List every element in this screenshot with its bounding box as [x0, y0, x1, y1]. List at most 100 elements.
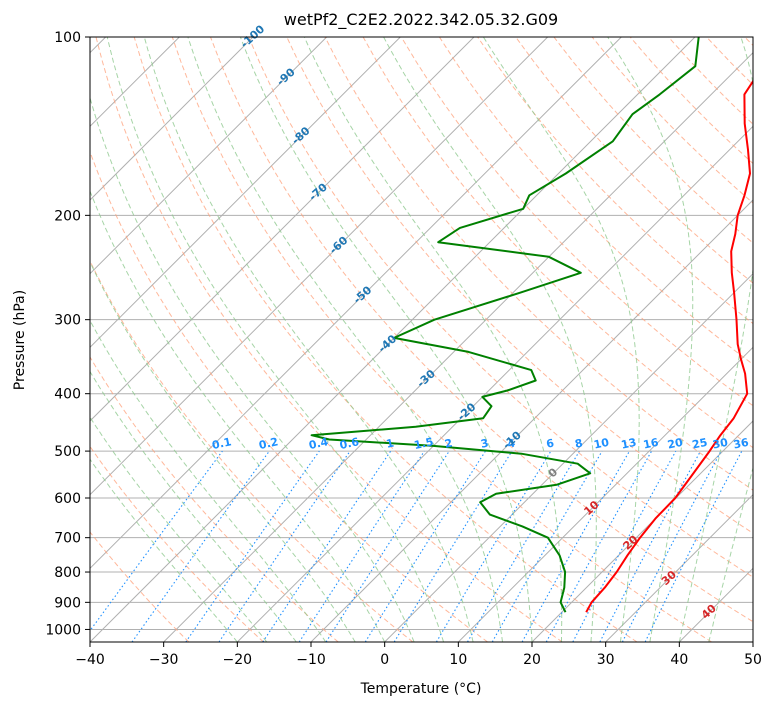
dry-adiabat-line — [90, 150, 488, 642]
x-tick-label: 40 — [670, 652, 688, 668]
isotherm-line — [163, 51, 753, 642]
isotherm-line — [457, 346, 753, 642]
mixing-ratio-line — [185, 450, 320, 642]
dry-adiabat-line — [90, 259, 414, 642]
dry-adiabat-line — [90, 356, 339, 642]
moist-adiabat-line — [90, 260, 356, 642]
y-tick-label: 600 — [54, 491, 81, 507]
mixing-ratio-label: 0.4 — [308, 435, 330, 452]
moist-adiabat-line — [303, 37, 563, 642]
mixing-ratio-label: 0.1 — [211, 435, 233, 452]
dry-adiabat-line — [744, 37, 753, 47]
mixing-ratio-label: 30 — [711, 436, 729, 452]
moist-adiabat-line — [90, 458, 238, 642]
mixing-ratio-line — [545, 450, 653, 642]
isotherm-line — [90, 37, 328, 275]
x-axis-label: Temperature (°C) — [360, 681, 482, 697]
dry-adiabat-line — [362, 37, 753, 449]
mixing-ratio-label: 36 — [732, 436, 750, 452]
y-tick-label: 800 — [54, 565, 81, 581]
isotherm-line — [310, 199, 753, 642]
mixing-ratio-line — [90, 450, 223, 632]
chart-title: wetPf2_C2E2.2022.342.05.32.G09 — [284, 10, 558, 30]
dry-adiabat-line — [210, 37, 753, 623]
dry-adiabat-line — [438, 37, 753, 366]
x-tick-label: 0 — [380, 652, 389, 668]
y-tick-label: 300 — [54, 313, 81, 329]
mixing-ratio-label: 13 — [620, 436, 638, 452]
dry-adiabat-line — [400, 37, 753, 407]
mixing-ratio-label: 0.2 — [258, 435, 280, 452]
mixing-ratio-label: 25 — [691, 436, 709, 452]
mixing-ratio-label: 1 — [385, 437, 395, 451]
mixing-ratio-label: 8 — [574, 437, 584, 451]
y-tick-label: 200 — [54, 208, 81, 224]
mixing-ratio-line — [521, 450, 630, 642]
mixing-ratio-label: 10 — [593, 436, 611, 452]
x-tick-label: −30 — [149, 652, 179, 668]
mixing-ratio-line — [393, 450, 513, 642]
y-axis-label: Pressure (hPa) — [12, 290, 28, 390]
mixing-ratio-label: 20 — [666, 436, 684, 452]
isotherm-line — [90, 37, 254, 201]
isotherm-line — [90, 37, 622, 570]
mixing-ratio-line — [131, 450, 270, 642]
x-tick-label: 20 — [523, 652, 541, 668]
moist-adiabat-line — [143, 37, 474, 642]
isotherm-line — [90, 37, 401, 349]
dry-adiabat-line — [706, 37, 753, 86]
moist-adiabat-line — [678, 37, 753, 642]
moist-adiabat-line — [106, 37, 445, 642]
dry-adiabat-line — [133, 37, 638, 642]
moist-adiabat-line — [482, 37, 640, 642]
mixing-ratio-label: 0.6 — [338, 435, 360, 452]
x-tick-label: −10 — [296, 652, 326, 668]
x-tick-label: 30 — [597, 652, 615, 668]
isotherm-line — [384, 272, 753, 642]
plot-frame — [89, 36, 754, 643]
mixing-ratio-label: 2 — [443, 437, 453, 451]
dry-adiabat-line — [591, 37, 753, 204]
mixing-ratio-line — [467, 450, 580, 642]
isotherm-line — [90, 37, 696, 642]
moist-adiabat-line — [607, 37, 694, 642]
moist-adiabat-line — [90, 416, 268, 642]
mixing-ratio-line — [572, 450, 677, 642]
mixing-ratio-line — [298, 450, 425, 642]
mixing-ratio-label: 4 — [506, 436, 517, 450]
y-tick-label: 900 — [54, 595, 81, 611]
isotherm-line — [90, 37, 549, 496]
isotherm-line — [678, 567, 753, 642]
moist-adiabat-line — [90, 319, 327, 642]
x-tick-label: −20 — [223, 652, 253, 668]
mixing-ratio-line — [262, 450, 392, 642]
mixing-ratio-line — [218, 450, 351, 642]
x-tick-label: −40 — [75, 652, 105, 668]
dry-adiabat-line — [248, 37, 753, 578]
dewpoint-profile-line — [310, 37, 700, 613]
x-tick-label: 10 — [449, 652, 467, 668]
dry-adiabat-line — [171, 37, 712, 642]
moist-adiabat-line — [187, 37, 503, 642]
moist-adiabat-line — [90, 189, 386, 642]
dry-adiabat-line — [668, 37, 753, 125]
moist-adiabat-line — [708, 466, 753, 642]
mixing-ratio-label: 6 — [545, 436, 556, 450]
isotherm-line — [752, 641, 753, 642]
mixing-ratio-label: 16 — [642, 436, 660, 452]
mixing-ratio-line — [325, 450, 450, 642]
y-tick-label: 400 — [54, 387, 81, 403]
isotherm-line — [531, 420, 753, 642]
isotherm-line — [236, 125, 753, 642]
dry-adiabat-line — [515, 37, 753, 284]
y-tick-label: 1000 — [45, 622, 81, 638]
mixing-ratio-line — [599, 450, 701, 642]
isotherm-line — [90, 37, 475, 422]
y-tick-label: 700 — [54, 531, 81, 547]
y-tick-label: 100 — [54, 30, 81, 46]
mixing-ratio-label: 3 — [480, 437, 490, 451]
moist-adiabat-line — [239, 37, 533, 642]
mixing-ratio-label: 1.5 — [413, 435, 435, 452]
